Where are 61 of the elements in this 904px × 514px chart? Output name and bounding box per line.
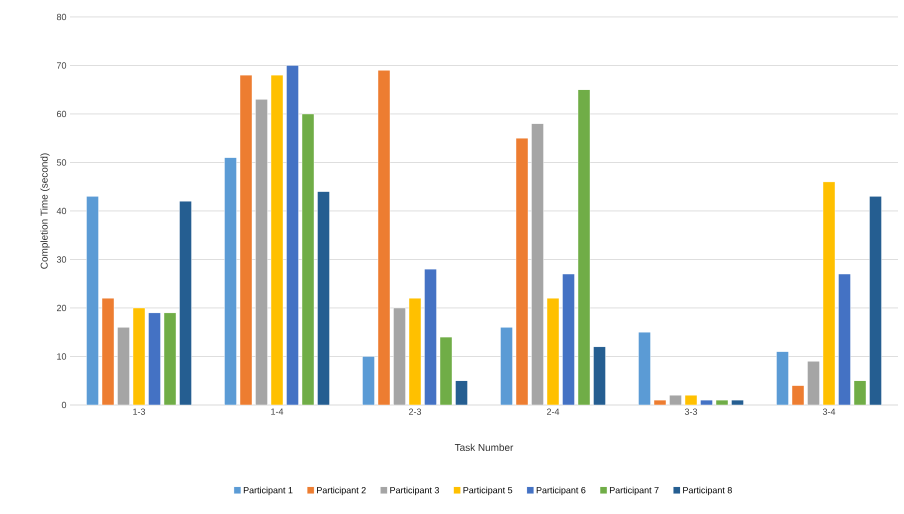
bar: [408, 298, 422, 405]
bar: [424, 268, 437, 405]
x-tick-label: 1-3: [133, 408, 146, 415]
y-tick-label: 60: [56, 110, 66, 118]
bar: [731, 400, 744, 405]
x-tick-label: 3-4: [822, 408, 836, 415]
bar: [164, 312, 176, 405]
bar: [393, 308, 406, 405]
bar: [516, 138, 528, 405]
y-tick-label: 70: [56, 62, 66, 69]
bar: [807, 361, 820, 405]
y-tick-label: 80: [56, 14, 66, 20]
bar: [593, 346, 606, 405]
x-tick-label: 3-3: [684, 408, 698, 415]
y-tick-label: 10: [57, 353, 66, 360]
legend-label: Participant 1: [244, 486, 292, 496]
y-tick-label: 20: [56, 304, 66, 312]
bar: [455, 380, 468, 405]
bar: [179, 201, 192, 405]
bar: [562, 274, 575, 405]
bar: [869, 196, 882, 405]
bar: [362, 356, 375, 405]
bar: [776, 351, 789, 405]
y-axis-title: Completion Time (second): [40, 153, 50, 269]
legend-label: Participant 6: [536, 486, 586, 496]
bar: [669, 395, 682, 405]
legend-label: Participant 5: [464, 486, 512, 496]
bar: [117, 327, 130, 405]
legend-label: Participant 3: [390, 486, 439, 496]
bar: [440, 336, 452, 405]
bar: [378, 70, 390, 405]
bar: [317, 191, 330, 405]
bar: [500, 327, 513, 405]
bar: [240, 74, 252, 405]
bar: [102, 298, 114, 405]
y-tick-label: 30: [56, 256, 66, 263]
legend-label: Participant 2: [317, 486, 366, 496]
bar: [822, 182, 836, 405]
bar: [148, 312, 161, 405]
bar: [531, 123, 544, 405]
y-tick-label: 50: [56, 159, 66, 166]
bar: [638, 332, 651, 405]
bar: [286, 65, 299, 405]
bar: [578, 90, 590, 405]
bar: [700, 400, 713, 405]
bar: [86, 196, 99, 405]
bar: [255, 99, 268, 405]
bar: [224, 157, 237, 405]
y-tick-label: 0: [62, 402, 66, 408]
bar: [838, 274, 851, 405]
x-tick-label: 1-4: [271, 408, 284, 415]
x-axis-title: Task Number: [454, 444, 514, 452]
x-tick-label: 2-4: [546, 408, 560, 415]
bar: [302, 114, 314, 405]
y-tick-label: 40: [56, 208, 66, 214]
legend-label: Participant 7: [610, 486, 659, 496]
bar: [546, 298, 560, 405]
bar: [132, 308, 146, 405]
x-tick-label: 2-3: [408, 408, 422, 415]
bar: [270, 74, 284, 405]
legend-label: Participant 8: [683, 486, 732, 496]
